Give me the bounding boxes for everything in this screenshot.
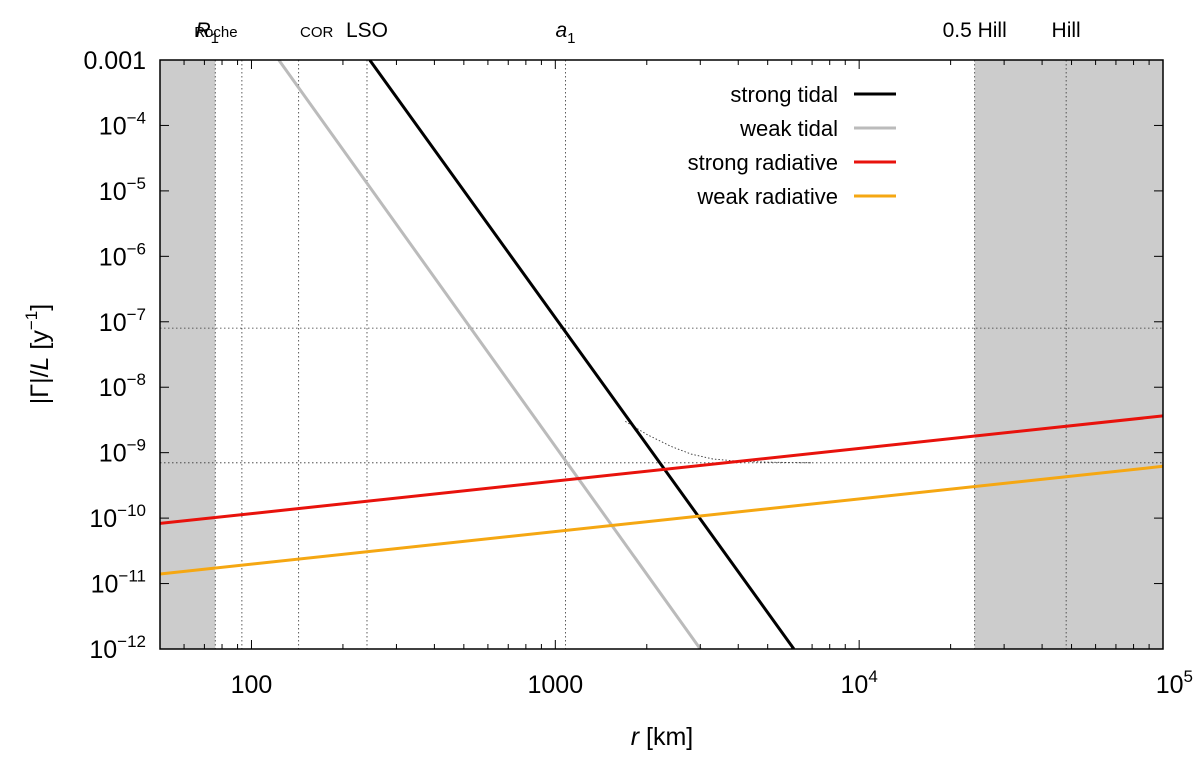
series-line-weak-tidal: [277, 60, 702, 649]
ref-label-Roche: Roche: [194, 24, 237, 41]
shaded-region-beyond-half-hill: [974, 60, 1163, 649]
y-tick-label: 10−7: [99, 305, 146, 337]
y-tick-label: 10−9: [99, 436, 146, 468]
ref-label-hill: Hill: [1052, 19, 1081, 42]
ref-label-R1: R1: [195, 19, 219, 47]
series-line-strong-radiative: [160, 414, 1163, 525]
y-tick-label: 0.001: [83, 47, 146, 75]
y-axis-label: |Γ|/L [y−1]: [22, 304, 54, 404]
x-tick-label: 1000: [527, 671, 583, 699]
plot-frame: [159, 59, 1164, 650]
legend-label-weak-radiative: weak radiative: [696, 184, 838, 209]
y-tick-label: 10−10: [89, 501, 146, 533]
y-tick-label: 10−6: [99, 239, 146, 271]
shaded-regions: [160, 60, 1163, 649]
dotted-curve-radiative-plateau: [625, 421, 813, 464]
y-tick-label: 10−8: [99, 370, 146, 402]
x-tick-label: 104: [841, 667, 878, 699]
y-tick-label: 10−5: [99, 174, 146, 206]
legend: strong tidal weak tidal strong radiative we…: [688, 82, 896, 209]
series-line-strong-tidal: [368, 60, 796, 649]
data-series: [160, 60, 1163, 649]
legend-label-weak-tidal: weak tidal: [739, 116, 838, 141]
ref-label-LSO: LSO: [346, 19, 388, 42]
shaded-region-inside-primary: [160, 60, 216, 649]
series-line-weak-radiative: [160, 464, 1163, 576]
y-tick-label: 10−12: [89, 632, 146, 664]
axis-ticks: 0.001 10−4 10−5 10−6 10−7 10−8 10−9 10−10 10−11 1…: [83, 47, 1193, 699]
x-tick-label: 100: [231, 671, 273, 699]
ref-label-a1: a1: [555, 19, 575, 47]
x-axis-label: r [km]: [631, 723, 694, 751]
y-tick-label: 10−4: [99, 108, 146, 140]
ref-label-half-hill: 0.5 Hill: [943, 19, 1007, 42]
legend-label-strong-tidal: strong tidal: [730, 82, 838, 107]
legend-label-strong-radiative: strong radiative: [688, 150, 838, 175]
y-tick-label: 10−11: [91, 567, 146, 599]
x-tick-label: 105: [1156, 667, 1193, 699]
ref-label-COR: COR: [300, 24, 334, 41]
